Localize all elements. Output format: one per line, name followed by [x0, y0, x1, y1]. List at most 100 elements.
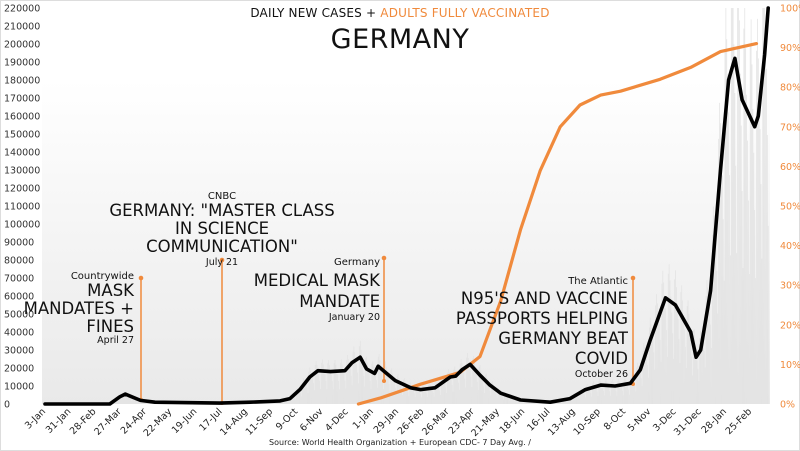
daily-cases-bar [437, 384, 439, 404]
daily-cases-bar [295, 390, 297, 404]
daily-cases-bar [472, 358, 474, 404]
daily-cases-bar [294, 397, 295, 404]
daily-cases-bar [629, 394, 630, 404]
daily-cases-bar [367, 362, 368, 404]
daily-cases-bar [606, 381, 608, 404]
daily-cases-bar [124, 399, 126, 404]
daily-cases-bar [602, 387, 603, 404]
daily-cases-bar [646, 356, 647, 404]
daily-cases-bar [440, 394, 441, 404]
daily-cases-bar [520, 400, 521, 404]
x-axis-tick-label: 6-Nov [298, 406, 326, 434]
daily-cases-bar [631, 376, 633, 404]
daily-cases-bar [575, 393, 576, 404]
daily-cases-bar [737, 8, 738, 404]
daily-cases-bar [438, 387, 439, 404]
annotation-the-atlantic: The Atlantic N95'S AND VACCINE PASSPORTS… [448, 276, 628, 380]
daily-cases-bar [466, 357, 467, 404]
daily-cases-bar [406, 387, 408, 404]
daily-cases-bar [521, 402, 523, 404]
daily-cases-bar [534, 402, 536, 404]
daily-cases-bar [689, 326, 691, 404]
daily-cases-bar [604, 380, 606, 404]
daily-cases-bar [712, 206, 714, 404]
daily-cases-bar [330, 369, 331, 404]
daily-cases-bar [454, 366, 456, 404]
daily-cases-bar [653, 352, 655, 404]
daily-cases-bar [422, 384, 424, 404]
daily-cases-bar [357, 372, 358, 404]
daily-cases-bar [754, 209, 756, 404]
right-axis-tick-label: 70% [780, 122, 800, 133]
daily-cases-bar [742, 267, 744, 404]
daily-cases-bar [496, 397, 498, 404]
daily-cases-bar [344, 380, 346, 404]
daily-cases-bar [761, 258, 763, 404]
daily-cases-bar [135, 399, 137, 404]
daily-cases-bar [671, 312, 673, 404]
daily-cases-bar [673, 358, 674, 404]
daily-cases-bar [485, 374, 486, 404]
daily-cases-bar [506, 394, 508, 404]
daily-cases-bar [269, 402, 271, 404]
daily-cases-bar [338, 380, 339, 404]
daily-cases-bar [415, 384, 417, 404]
daily-cases-bar [396, 375, 398, 404]
daily-cases-bar [421, 397, 422, 404]
daily-cases-bar [378, 354, 380, 404]
annotation-source: Countrywide [70, 271, 134, 282]
daily-cases-bar [287, 400, 289, 404]
daily-cases-bar [700, 331, 702, 404]
daily-cases-bar [694, 342, 696, 404]
daily-cases-bar [501, 394, 502, 404]
daily-cases-bar [313, 383, 314, 404]
daily-cases-bar [307, 392, 309, 404]
daily-cases-bar [654, 369, 656, 404]
x-axis-tick-label: 31-Dec [672, 406, 704, 438]
daily-cases-bar [613, 385, 615, 404]
daily-cases-bar [300, 393, 302, 404]
daily-cases-bar [578, 399, 580, 404]
daily-cases-bar [741, 191, 743, 404]
daily-cases-bar [302, 381, 303, 404]
daily-cases-bar [714, 227, 716, 404]
daily-cases-bar [481, 375, 483, 404]
daily-cases-bar [749, 45, 751, 404]
right-axis-tick-label: 100% [780, 4, 800, 15]
daily-cases-bar [609, 391, 611, 404]
daily-cases-bar [516, 397, 518, 404]
daily-cases-bar [413, 389, 414, 404]
daily-cases-bar [400, 385, 402, 404]
daily-cases-bar [695, 354, 697, 404]
daily-cases-bar [597, 395, 599, 404]
y-axis-tick-label: 110000 [4, 202, 40, 213]
daily-cases-bar [750, 19, 752, 404]
daily-cases-bar [508, 398, 510, 404]
y-axis-tick-label: 120000 [4, 184, 40, 195]
daily-cases-bar [322, 364, 324, 404]
daily-cases-bar [513, 398, 515, 404]
daily-cases-bar [721, 147, 722, 405]
source-note: Source: World Health Organization + Euro… [269, 438, 531, 447]
daily-cases-bar [657, 313, 659, 404]
daily-cases-bar [732, 8, 734, 404]
daily-cases-bar [429, 383, 430, 404]
daily-cases-bar [738, 8, 739, 404]
daily-cases-bar [311, 374, 312, 404]
daily-cases-bar [650, 324, 652, 404]
daily-cases-bar [594, 383, 595, 404]
daily-cases-bar [441, 375, 443, 404]
daily-cases-bar [767, 225, 769, 404]
daily-cases-bar [743, 28, 745, 404]
daily-cases-bar [605, 378, 607, 404]
daily-cases-bar [340, 362, 341, 404]
daily-cases-bar [635, 391, 637, 404]
daily-cases-bar [432, 392, 434, 404]
annotation-source: CNBC [207, 191, 237, 202]
daily-cases-bar [295, 399, 296, 404]
daily-cases-bar [681, 285, 683, 404]
daily-cases-bar [687, 300, 689, 404]
daily-cases-bar [512, 395, 513, 404]
daily-cases-bar [598, 381, 600, 404]
